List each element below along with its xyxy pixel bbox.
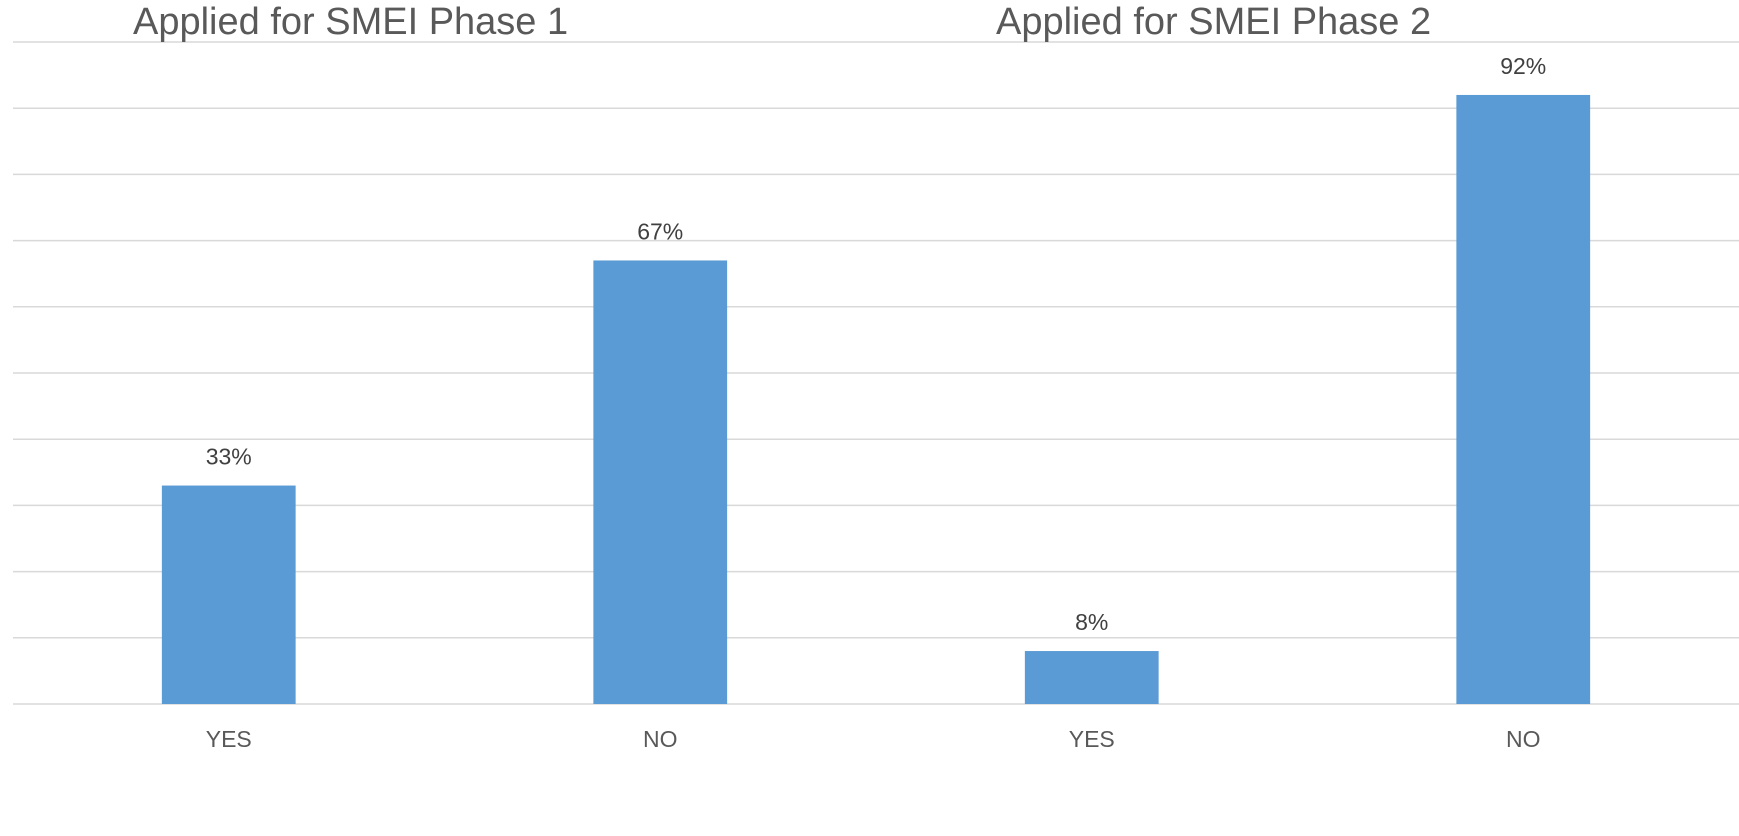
data-label: 8% bbox=[1075, 609, 1108, 635]
x-tick-label: NO bbox=[1506, 726, 1541, 752]
bar bbox=[593, 260, 728, 704]
bar bbox=[161, 485, 296, 704]
x-tick-label: YES bbox=[206, 726, 252, 752]
data-label: 67% bbox=[637, 219, 683, 245]
data-label: 92% bbox=[1500, 53, 1546, 79]
bar bbox=[1456, 94, 1591, 704]
x-tick-label: YES bbox=[1069, 726, 1115, 752]
bar bbox=[1024, 651, 1159, 704]
data-label: 33% bbox=[206, 444, 252, 470]
chart-title: Applied for SMEI Phase 2 bbox=[996, 1, 1431, 43]
chart-title: Applied for SMEI Phase 1 bbox=[133, 1, 568, 43]
x-tick-label: NO bbox=[643, 726, 678, 752]
